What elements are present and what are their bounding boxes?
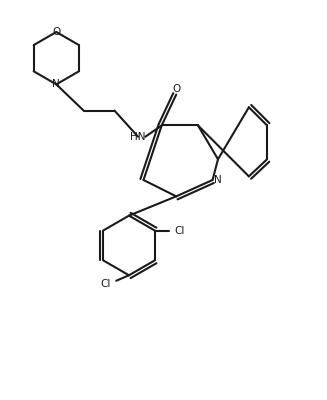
Text: N: N [52, 79, 60, 89]
Text: O: O [172, 84, 181, 94]
Text: Cl: Cl [175, 226, 185, 236]
Text: Cl: Cl [100, 279, 111, 289]
Text: N: N [214, 175, 222, 185]
Text: O: O [52, 27, 60, 37]
Text: HN: HN [130, 132, 146, 142]
